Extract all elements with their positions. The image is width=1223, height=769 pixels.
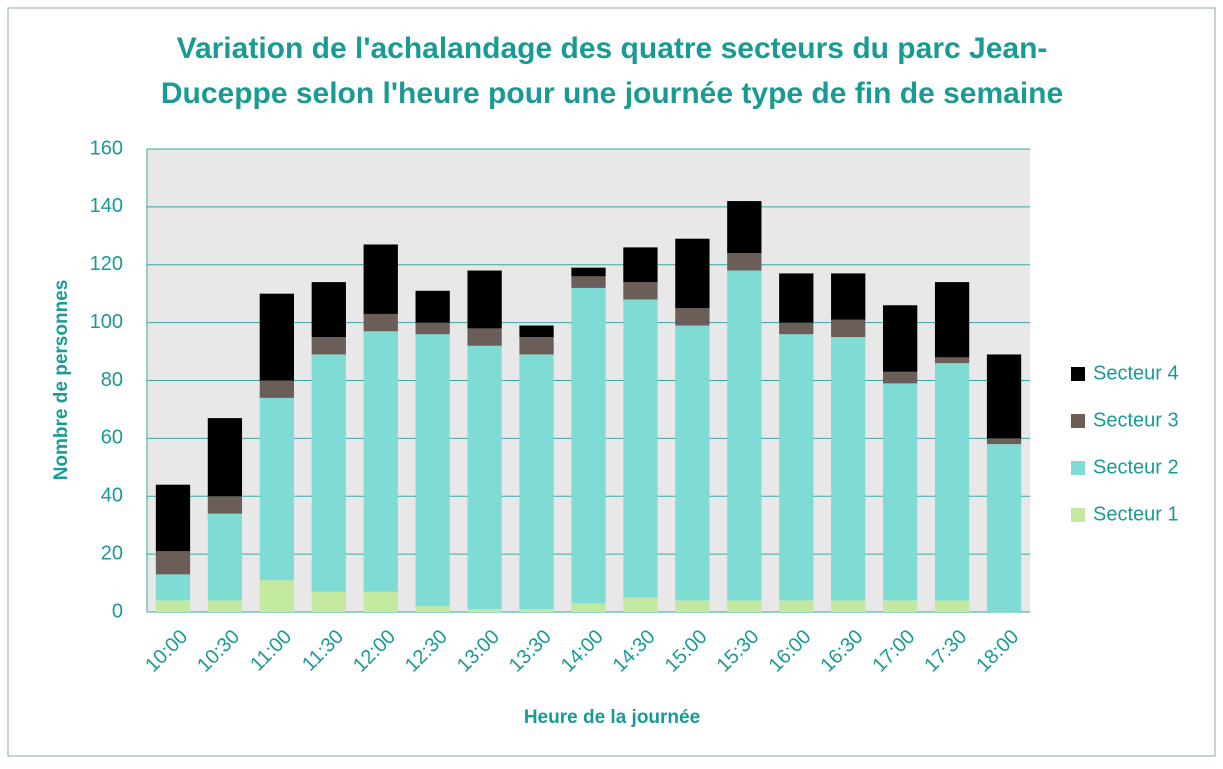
bar-segment	[363, 591, 398, 612]
legend-swatch	[1071, 367, 1085, 381]
bar-segment	[675, 325, 710, 601]
bar-segment	[727, 270, 762, 601]
bar-segment	[207, 496, 243, 514]
bar-segment	[571, 603, 606, 612]
bar-segment	[675, 308, 710, 326]
bar-segment	[207, 600, 243, 612]
bar-segment	[831, 273, 866, 320]
bar-segment	[155, 600, 191, 612]
bar-segment	[934, 282, 970, 358]
bar-segment	[727, 253, 762, 271]
bar-segment	[519, 337, 554, 355]
bar-segment	[779, 273, 814, 323]
bar-segment	[623, 299, 658, 598]
bar-segment	[259, 380, 294, 398]
bar-segment	[727, 600, 762, 612]
bar-segment	[311, 282, 346, 338]
bar-segment	[363, 313, 398, 332]
x-axis-label: Heure de la journée	[524, 707, 700, 728]
bar-segment	[363, 244, 398, 314]
bar-segment	[623, 282, 658, 300]
bar-segment	[571, 287, 606, 604]
y-tick-label: 140	[90, 195, 123, 217]
bar-segment	[207, 418, 243, 497]
bar-segment	[831, 319, 866, 338]
legend-swatch	[1071, 508, 1085, 522]
bar-segment	[519, 325, 554, 338]
bar-segment	[623, 597, 658, 612]
y-tick-label: 160	[90, 137, 123, 159]
bar-segment	[779, 322, 814, 335]
bar-segment	[467, 345, 502, 610]
bar-segment	[363, 331, 398, 592]
bar-segment	[727, 201, 762, 254]
bar-segment	[934, 357, 970, 364]
legend-swatch	[1071, 461, 1085, 475]
y-tick-label: 60	[101, 427, 123, 449]
y-tick-label: 100	[90, 311, 123, 333]
bar-segment	[986, 354, 1022, 439]
bar-segment	[831, 337, 866, 601]
y-tick-label: 40	[101, 485, 123, 507]
bar-segment	[519, 354, 554, 610]
legend-label: Secteur 1	[1093, 503, 1179, 525]
bar-segment	[467, 270, 502, 329]
y-tick-label: 20	[101, 542, 123, 564]
bar-segment	[883, 600, 918, 612]
bar-segment	[519, 609, 554, 612]
y-tick-label: 0	[112, 600, 123, 622]
bar-segment	[467, 328, 502, 346]
bar-segment	[986, 444, 1022, 612]
legend-label: Secteur 4	[1093, 362, 1179, 384]
bar-segment	[311, 591, 346, 612]
bar-segment	[675, 238, 710, 309]
bar-segment	[779, 600, 814, 612]
y-axis-label: Nombre de personnes	[51, 280, 72, 481]
bar-segment	[883, 305, 918, 372]
legend-label: Secteur 2	[1093, 456, 1179, 478]
bar-segment	[934, 363, 970, 601]
legend-label: Secteur 3	[1093, 409, 1179, 431]
bar-segment	[311, 354, 346, 592]
bar-segment	[934, 600, 970, 612]
bar-segment	[467, 609, 502, 612]
bar-segment	[155, 484, 191, 552]
bar-segment	[259, 580, 294, 612]
bar-segment	[571, 276, 606, 288]
bar-segment	[415, 606, 450, 612]
y-tick-label: 120	[90, 253, 123, 275]
bar-segment	[415, 334, 450, 607]
bar-segment	[415, 322, 450, 335]
bar-segment	[259, 293, 294, 381]
bar-segment	[571, 267, 606, 277]
chart-title: Variation de l'achalandage des quatre se…	[161, 32, 1063, 110]
bar-segment	[259, 397, 294, 581]
bar-segment	[623, 247, 658, 283]
bar-segment	[311, 337, 346, 355]
bar-segment	[675, 600, 710, 612]
bar-segment	[779, 334, 814, 601]
bar-segment	[883, 371, 918, 384]
y-tick-label: 80	[101, 369, 123, 391]
bar-segment	[415, 290, 450, 323]
bar-segment	[986, 438, 1022, 445]
bar-segment	[831, 600, 866, 612]
legend-swatch	[1071, 414, 1085, 428]
bar-segment	[883, 383, 918, 601]
bar-segment	[207, 513, 243, 601]
bar-segment	[155, 551, 191, 575]
bar-segment	[155, 574, 191, 601]
